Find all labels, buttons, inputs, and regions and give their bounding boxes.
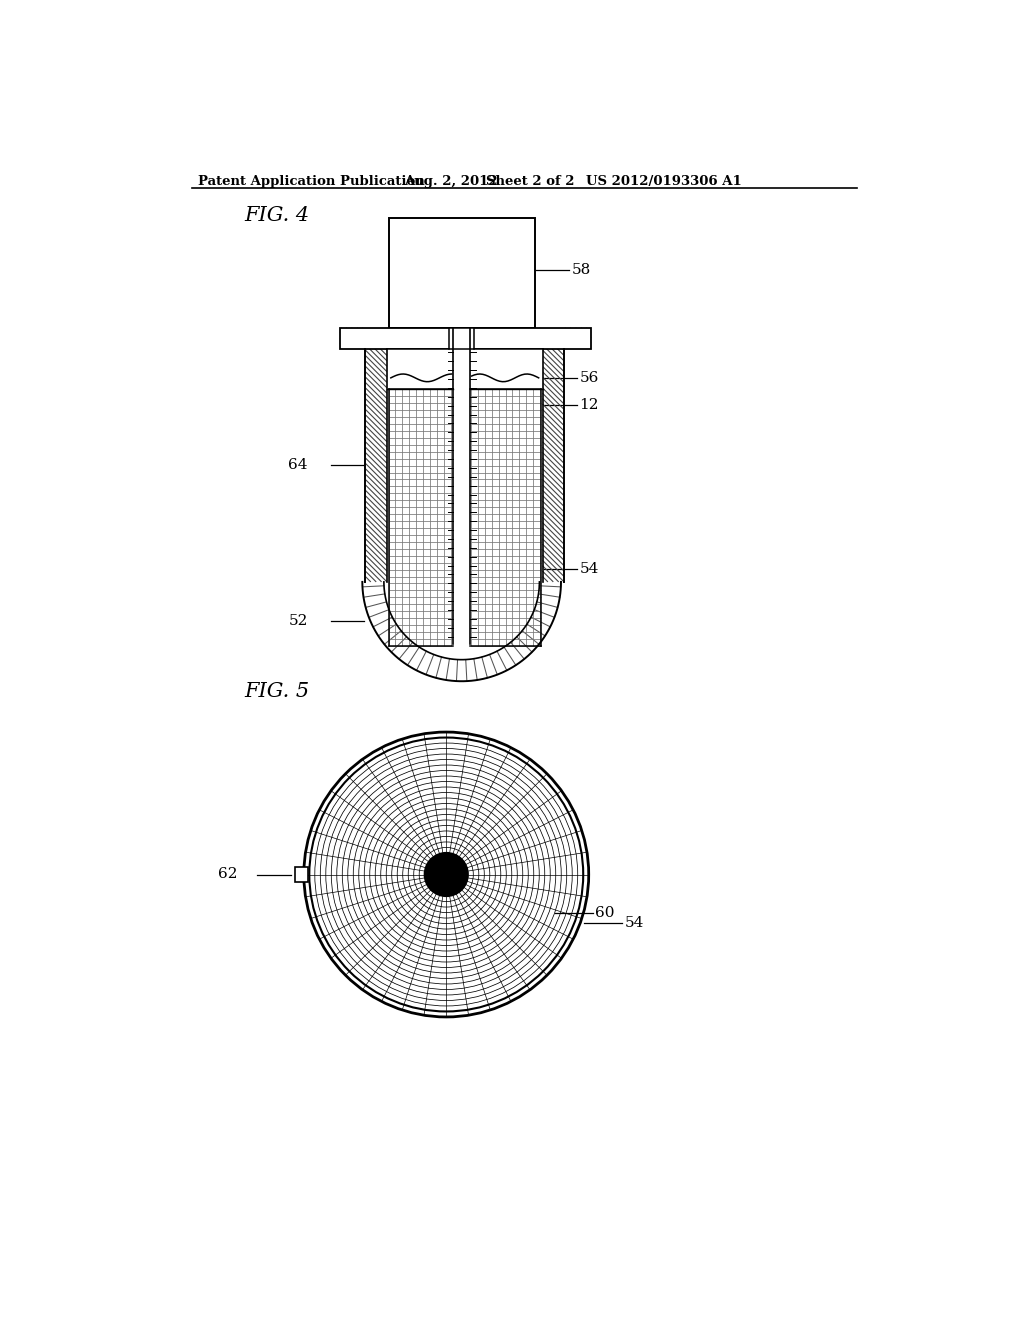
Text: 64: 64 [289, 458, 308, 473]
Text: 12: 12 [580, 397, 599, 412]
Circle shape [425, 853, 468, 896]
Text: 54: 54 [625, 916, 644, 931]
Text: US 2012/0193306 A1: US 2012/0193306 A1 [587, 176, 742, 189]
Text: 56: 56 [580, 371, 599, 385]
Bar [387, 348, 543, 389]
Bar [340, 327, 591, 348]
Bar [450, 327, 474, 348]
Bar [388, 218, 535, 327]
Text: 52: 52 [289, 614, 308, 628]
Text: Sheet 2 of 2: Sheet 2 of 2 [486, 176, 574, 189]
Bar [295, 867, 307, 882]
Text: FIG. 5: FIG. 5 [245, 682, 309, 701]
Circle shape [384, 504, 540, 660]
Text: Patent Application Publication: Patent Application Publication [199, 176, 425, 189]
Text: 62: 62 [218, 867, 238, 882]
Text: Aug. 2, 2012: Aug. 2, 2012 [403, 176, 498, 189]
Text: 54: 54 [580, 562, 599, 576]
Text: 60: 60 [595, 906, 614, 920]
Text: 58: 58 [571, 263, 591, 277]
Text: FIG. 4: FIG. 4 [245, 206, 309, 226]
FancyBboxPatch shape [387, 348, 543, 656]
